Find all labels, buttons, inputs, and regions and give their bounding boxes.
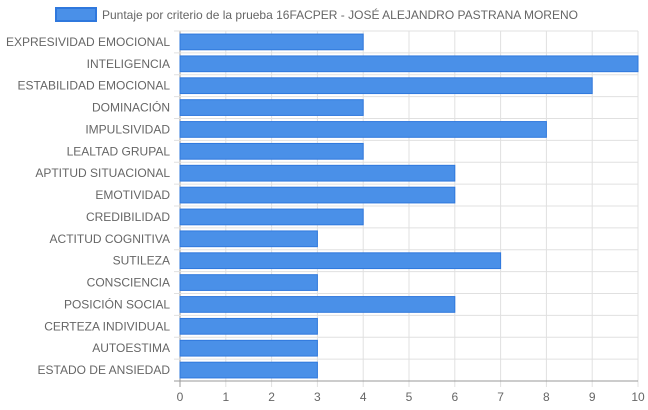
category-label: ACTITUD COGNITIVA — [50, 232, 170, 246]
legend-swatch — [55, 7, 97, 22]
bar[interactable] — [179, 77, 593, 95]
category-label: APTITUD SITUACIONAL — [35, 166, 170, 180]
bar[interactable] — [179, 121, 547, 138]
bar[interactable] — [179, 361, 318, 379]
legend-label: Puntaje por criterio de la prueba 16FACP… — [102, 7, 578, 22]
bar[interactable] — [179, 208, 364, 226]
bar[interactable] — [179, 186, 456, 204]
x-tick-label: 7 — [497, 390, 504, 404]
x-tick-label: 3 — [314, 390, 321, 404]
bar[interactable] — [179, 317, 318, 335]
x-axis-ticks: 0 1 2 3 4 5 6 7 8 9 10 — [177, 390, 645, 404]
category-label: CREDIBILIDAD — [86, 210, 170, 224]
x-tick-label: 1 — [222, 390, 229, 404]
category-label: EMOTIVIDAD — [95, 188, 170, 202]
category-label: DOMINACIÓN — [92, 100, 170, 115]
bar[interactable] — [179, 230, 318, 248]
category-label: ESTADO DE ANSIEDAD — [38, 363, 171, 377]
category-label: INTELIGENCIA — [87, 57, 170, 71]
category-label: ESTABILIDAD EMOCIONAL — [18, 79, 171, 93]
x-tick-label: 8 — [543, 390, 550, 404]
bar[interactable] — [179, 164, 456, 182]
bar[interactable] — [179, 252, 502, 270]
bar[interactable] — [179, 99, 364, 116]
x-tick-label: 9 — [589, 390, 596, 404]
x-tick-label: 5 — [406, 390, 413, 404]
category-label: AUTOESTIMA — [92, 341, 170, 355]
category-label: POSICIÓN SOCIAL — [64, 296, 170, 311]
category-label: CONSCIENCIA — [87, 276, 170, 290]
category-label: IMPULSIVIDAD — [85, 122, 170, 136]
x-tick-label: 6 — [451, 390, 458, 404]
category-label: CERTEZA INDIVIDUAL — [44, 319, 170, 333]
x-tick-label: 4 — [360, 390, 367, 404]
bar[interactable] — [179, 274, 318, 291]
x-tick-label: 10 — [631, 390, 645, 404]
legend[interactable]: Puntaje por criterio de la prueba 16FACP… — [55, 7, 578, 22]
bar[interactable] — [179, 296, 456, 313]
bar[interactable] — [179, 55, 639, 73]
bar[interactable] — [179, 339, 318, 357]
category-label: SUTILEZA — [113, 254, 170, 268]
bars — [179, 33, 639, 379]
category-label: EXPRESIVIDAD EMOCIONAL — [6, 35, 170, 49]
x-tick-label: 2 — [268, 390, 275, 404]
x-tick-label: 0 — [177, 390, 184, 404]
bar[interactable] — [179, 142, 364, 160]
category-label: LEALTAD GRUPAL — [67, 144, 171, 158]
bar[interactable] — [179, 33, 364, 51]
category-labels: EXPRESIVIDAD EMOCIONAL INTELIGENCIA ESTABI… — [6, 35, 170, 377]
